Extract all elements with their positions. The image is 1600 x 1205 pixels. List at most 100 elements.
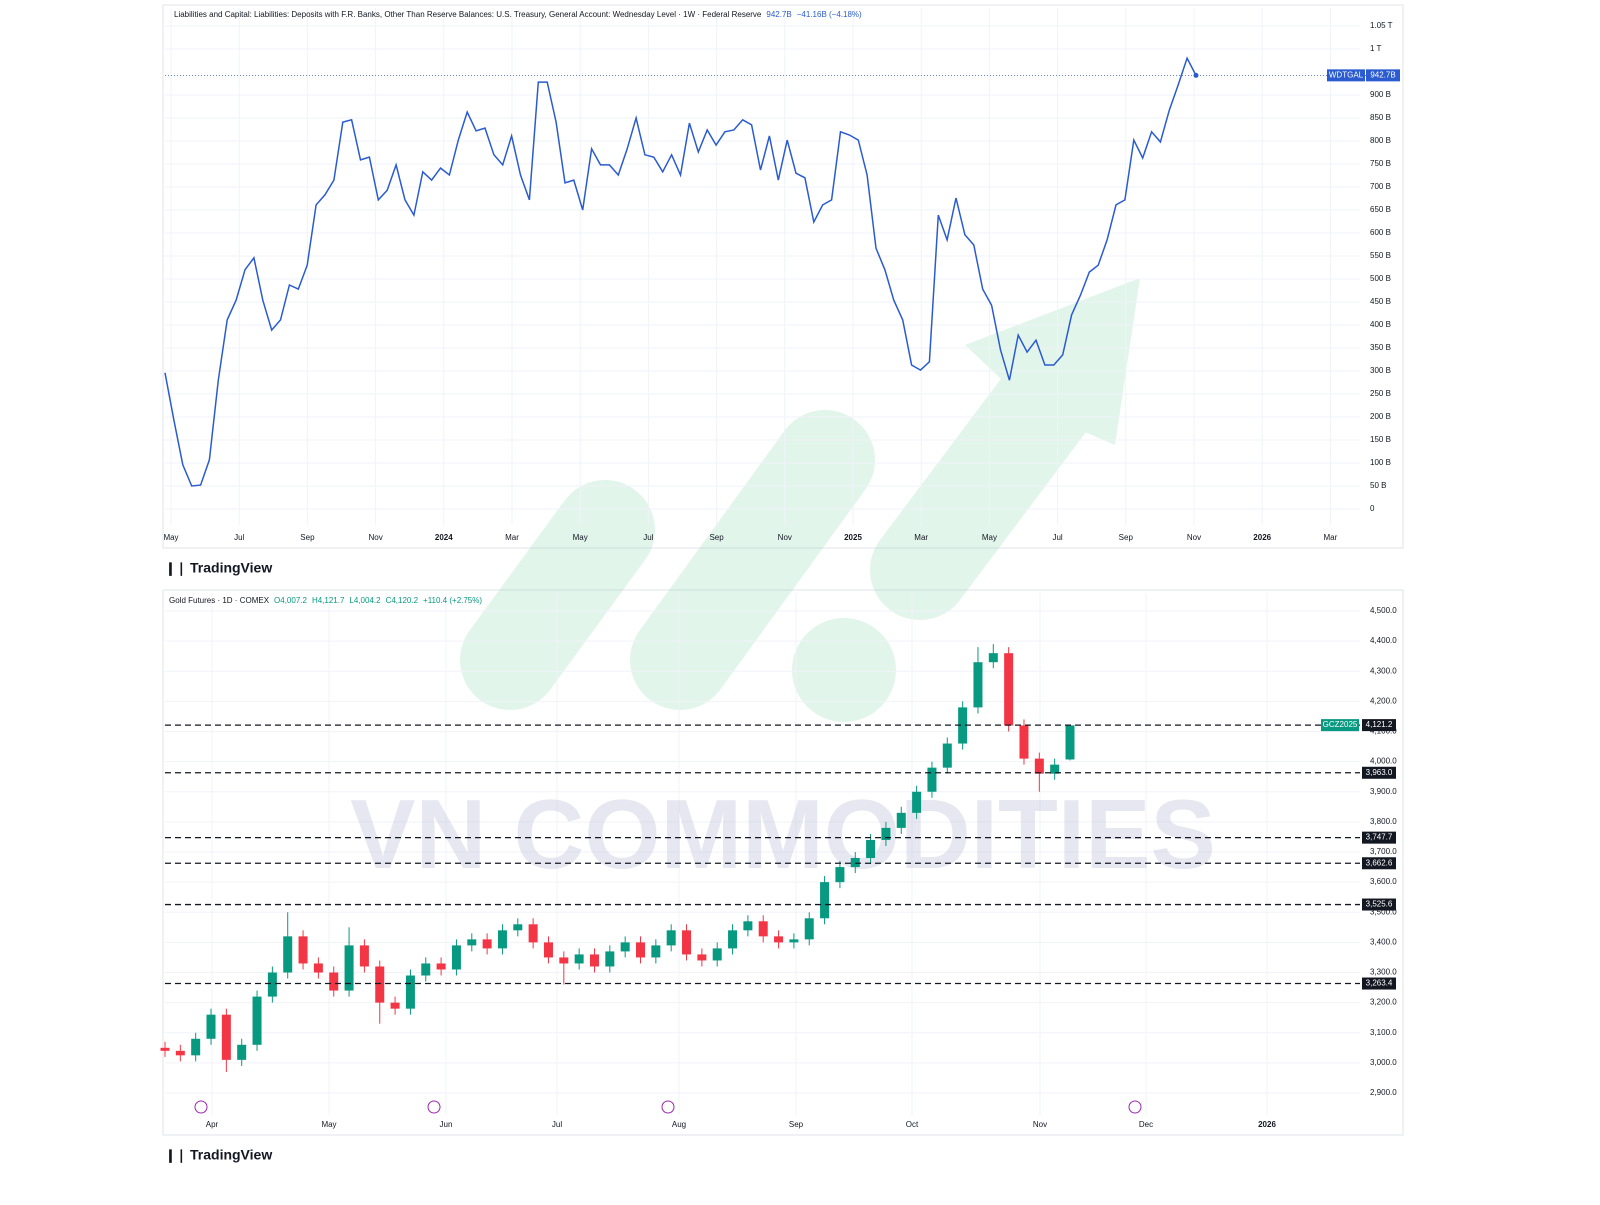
y-tick-label: 2,900.0 (1370, 1088, 1397, 1097)
x-tick-label: Oct (906, 1120, 919, 1129)
candle-body (191, 1038, 201, 1056)
candle-body (942, 743, 952, 768)
x-tick-label: May (573, 533, 588, 542)
brand-logo: ❙❘ (165, 1147, 187, 1163)
candle-body (344, 945, 354, 991)
y-tick-label: 900 B (1370, 90, 1391, 99)
candle-body (329, 972, 339, 991)
y-tick-label: 700 B (1370, 182, 1391, 191)
x-tick-label: Mar (914, 533, 928, 542)
brand: TradingView (190, 1147, 272, 1163)
symbol-label: GCZ2025 (1323, 720, 1358, 729)
x-tick-label: Dec (1139, 1120, 1153, 1129)
x-tick-label: Nov (778, 533, 792, 542)
x-tick-label: Mar (505, 533, 519, 542)
candle-body (589, 954, 599, 967)
y-tick-label: 4,300.0 (1370, 666, 1397, 675)
watermark-logo (460, 278, 1140, 722)
candle-body (728, 930, 738, 949)
y-tick-label: 3,800.0 (1370, 817, 1397, 826)
brand: TradingView (190, 560, 272, 576)
candle-body (850, 858, 860, 868)
candle-body (866, 839, 876, 859)
candle-body (758, 921, 768, 937)
candle-body (390, 1002, 400, 1009)
level-label: 3,662.6 (1366, 858, 1393, 867)
x-tick-label: Jun (440, 1120, 453, 1129)
level-tag (1362, 977, 1396, 990)
candle-body (513, 924, 523, 931)
symbol-tag (1321, 719, 1359, 732)
header-part: Liabilities and Capital: Liabilities: De… (174, 10, 762, 19)
candle-body (559, 957, 569, 964)
x-tick-label: Aug (672, 1120, 686, 1129)
candle-body (682, 930, 692, 955)
y-tick-label: 200 B (1370, 412, 1391, 421)
y-tick-label: 3,600.0 (1370, 877, 1397, 886)
x-tick-label: 2024 (435, 533, 453, 542)
level-label: 4,121.2 (1366, 720, 1393, 729)
y-tick-label: 3,900.0 (1370, 787, 1397, 796)
candle-body (267, 972, 277, 997)
candle-body (789, 939, 799, 943)
y-tick-label: 650 B (1370, 205, 1391, 214)
x-tick-label: May (321, 1120, 336, 1129)
y-tick-label: 250 B (1370, 389, 1391, 398)
level-tag (1362, 898, 1396, 911)
header-title: Gold Futures · 1D · COMEX (169, 596, 270, 605)
candle-body (206, 1014, 216, 1039)
last-point (1193, 72, 1199, 78)
candle-body (237, 1044, 247, 1060)
y-tick-label: 350 B (1370, 343, 1391, 352)
x-tick-label: Nov (1187, 533, 1201, 542)
x-tick-label: May (163, 533, 178, 542)
y-tick-label: 0 (1370, 504, 1375, 513)
candle-body (605, 951, 615, 967)
candle-body (405, 975, 415, 1009)
candle-body (543, 942, 553, 958)
candle-body (881, 827, 891, 840)
candle-body (1019, 725, 1029, 759)
candle-body (482, 939, 492, 949)
y-tick-label: 3,100.0 (1370, 1028, 1397, 1037)
brand-logo: ❙❘ (165, 560, 187, 576)
x-tick-label: Apr (206, 1120, 219, 1129)
level-tag (1362, 719, 1396, 732)
y-tick-label: 150 B (1370, 435, 1391, 444)
level-label: 3,525.6 (1366, 900, 1393, 909)
candle-body (912, 791, 922, 813)
y-tick-label: 300 B (1370, 366, 1391, 375)
candle-body (774, 936, 784, 943)
x-tick-label: 2025 (844, 533, 862, 542)
header-ohlc: L4,004.2 (349, 596, 381, 605)
candle-body (1050, 764, 1060, 774)
header-ohlc: +110.4 (+2.75%) (423, 596, 482, 605)
candle-body (359, 945, 369, 967)
bottom-panel (162, 589, 1404, 1136)
y-tick-label: 3,500.0 (1370, 907, 1397, 916)
level-label: 3,963.0 (1366, 768, 1393, 777)
y-tick-label: 4,500.0 (1370, 606, 1397, 615)
candle-body (958, 707, 968, 744)
y-tick-label: 450 B (1370, 297, 1391, 306)
candle-body (820, 882, 830, 919)
x-tick-label: 2026 (1258, 1120, 1276, 1129)
candle-body (927, 767, 937, 792)
y-tick-label: 3,700.0 (1370, 847, 1397, 856)
candle-body (1034, 758, 1044, 774)
y-tick-label: 4,000.0 (1370, 757, 1397, 766)
candle-body (375, 966, 385, 1003)
candle-body (528, 924, 538, 943)
level-tag (1362, 766, 1396, 779)
header-ohlc: O4,007.2 (274, 596, 307, 605)
candle-body (221, 1014, 231, 1060)
candle-body (636, 942, 646, 958)
candle-body (712, 948, 722, 961)
candle-body (651, 945, 661, 958)
line-series (164, 56, 1197, 487)
candle-body (620, 942, 630, 952)
y-tick-label: 1 T (1370, 44, 1382, 53)
y-tick-label: 4,200.0 (1370, 696, 1397, 705)
